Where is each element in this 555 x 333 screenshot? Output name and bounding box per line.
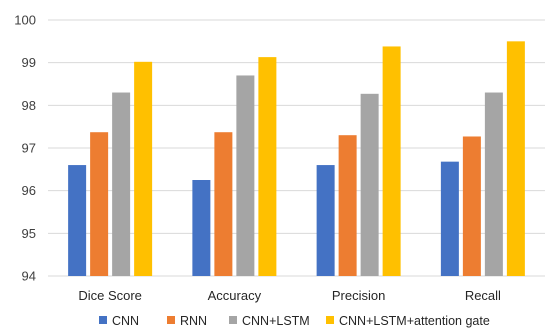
gridlines (48, 19, 545, 277)
x-category-label: Dice Score (78, 288, 142, 303)
bar-cnn-lstm-attention-gate-dice-score (134, 61, 153, 277)
bars (68, 41, 525, 277)
y-tick-label: 98 (22, 98, 36, 113)
bar-rnn-accuracy (214, 132, 233, 276)
bar-cnn-dice-score (68, 165, 87, 276)
y-tick-label: 96 (22, 183, 36, 198)
x-category-label: Precision (332, 288, 385, 303)
y-tick-label: 94 (22, 269, 36, 284)
bar-cnn-lstm-precision (360, 93, 379, 277)
x-axis-category-labels: Dice Score Accuracy Precision Recall (78, 288, 501, 303)
bar-cnn-accuracy (192, 180, 211, 276)
bar-cnn-lstm-accuracy (236, 75, 255, 276)
legend-swatch (326, 316, 334, 324)
bar-cnn-lstm-recall (484, 92, 503, 277)
bar-rnn-recall (462, 136, 481, 276)
bar-cnn-lstm-attention-gate-precision (382, 46, 401, 276)
x-category-label: Recall (465, 288, 501, 303)
y-tick-label: 97 (22, 141, 36, 156)
bar-cnn-lstm-dice-score (112, 92, 131, 277)
bar-cnn-precision (316, 165, 335, 276)
y-axis-tick-labels: 94 95 96 97 98 99 100 (14, 13, 36, 284)
bar-cnn-lstm-attention-gate-recall (506, 41, 525, 277)
bar-cnn-recall (440, 161, 459, 276)
x-category-label: Accuracy (208, 288, 262, 303)
legend-label: CNN+LSTM (242, 314, 310, 328)
y-tick-label: 95 (22, 226, 36, 241)
y-tick-label: 100 (14, 13, 36, 28)
legend-swatch (167, 316, 175, 324)
legend-label: RNN (180, 314, 207, 328)
bar-cnn-lstm-attention-gate-accuracy (258, 57, 277, 277)
bar-rnn-dice-score (90, 132, 109, 276)
legend-swatch (99, 316, 107, 324)
legend-label: CNN+LSTM+attention gate (339, 314, 490, 328)
legend: CNN RNN CNN+LSTM CNN+LSTM+attention gate (99, 314, 490, 328)
legend-swatch (229, 316, 237, 324)
bar-rnn-precision (338, 135, 357, 276)
legend-label: CNN (112, 314, 139, 328)
y-tick-label: 99 (22, 55, 36, 70)
